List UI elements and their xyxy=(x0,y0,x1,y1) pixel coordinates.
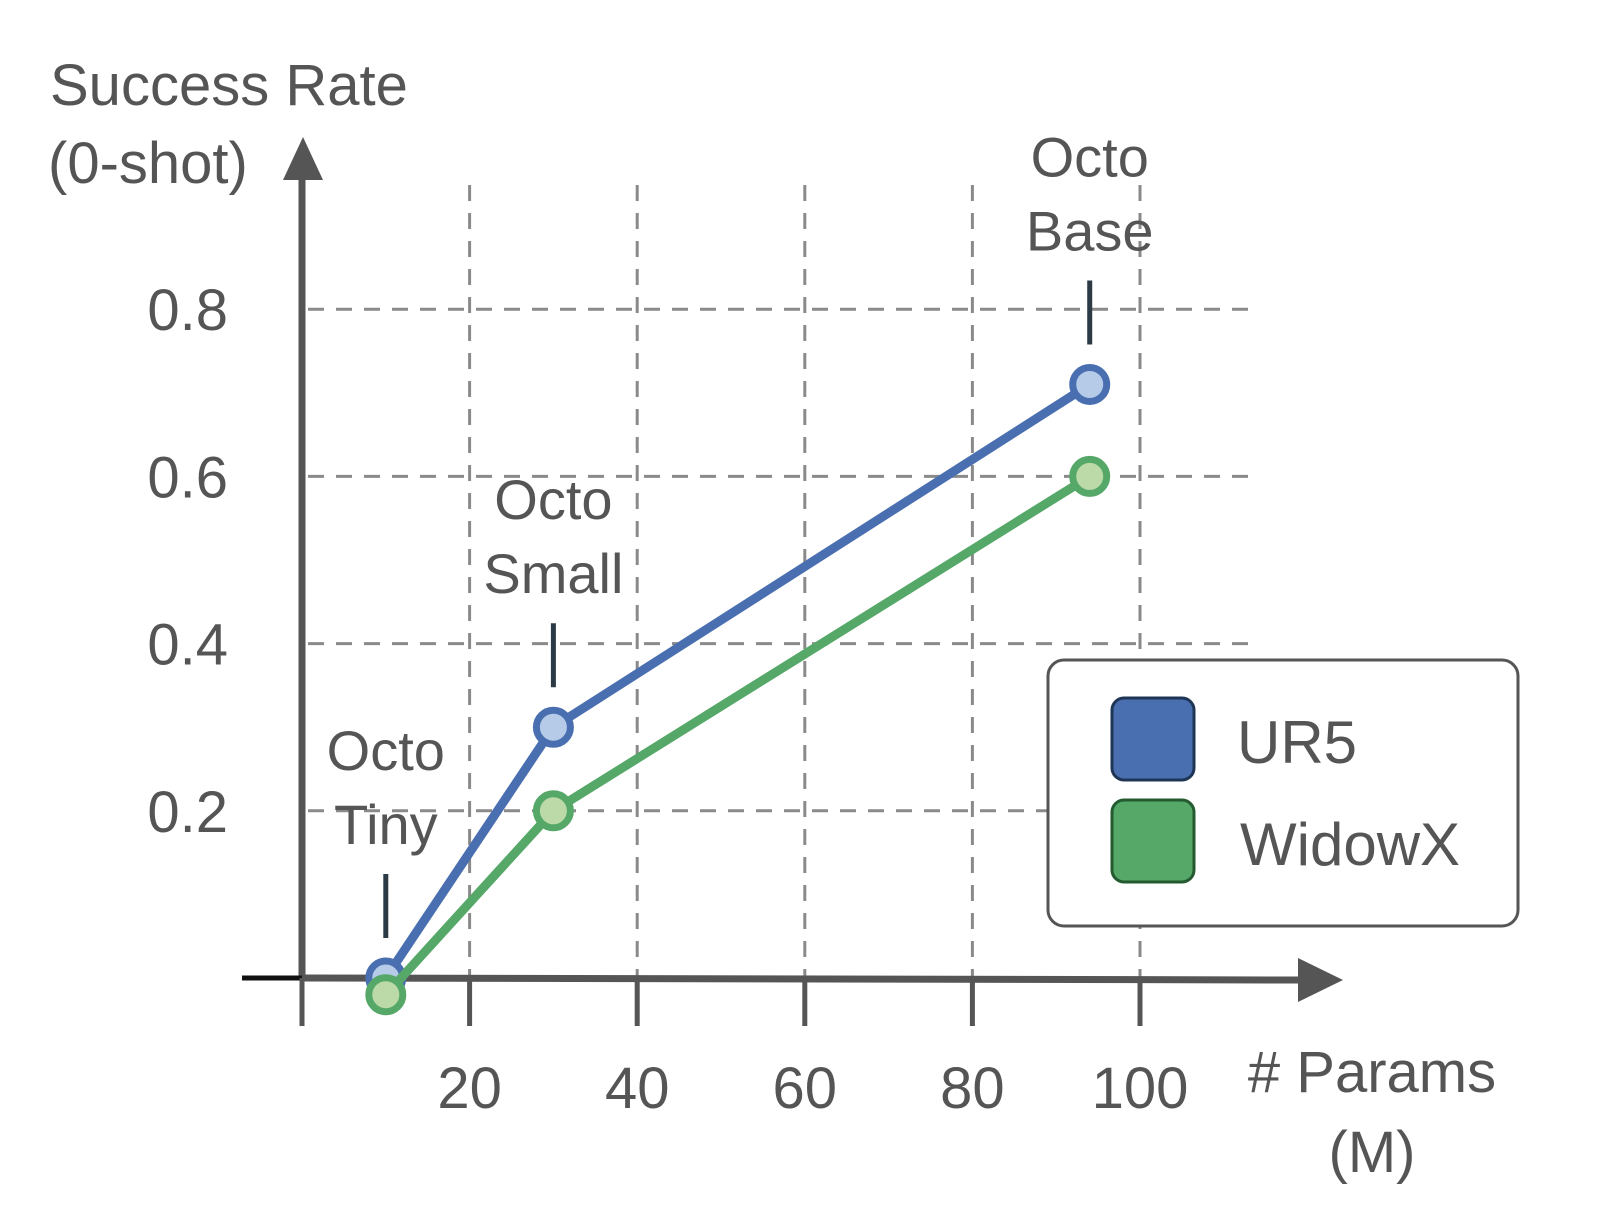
data-point-ur5 xyxy=(1069,363,1111,405)
annotation-label-line-1: Octo xyxy=(494,468,612,531)
annotation-label-line-2: Small xyxy=(483,542,623,605)
legend-label-widowx: WidowX xyxy=(1240,811,1460,878)
annotation-label-line-2: Tiny xyxy=(334,793,438,856)
ticks: 20 40 60 80 100 0.2 0.4 0.6 0.8 xyxy=(147,278,1188,1121)
annotation-label-line-1: Octo xyxy=(1031,125,1149,188)
series-line-ur5 xyxy=(382,380,1093,981)
series-widowx xyxy=(365,455,1111,1016)
y-axis-label-line-1: Success Rate xyxy=(50,53,408,118)
y-tick-label: 0.6 xyxy=(147,445,228,510)
y-tick-label: 0.2 xyxy=(147,780,228,845)
data-point-widowx xyxy=(1069,455,1111,497)
data-point-widowx xyxy=(365,974,407,1016)
legend-swatch-widowx xyxy=(1110,798,1196,884)
x-axis-label-line-2: (M) xyxy=(1329,1120,1416,1185)
series-layer xyxy=(365,363,1111,1016)
series-ur5 xyxy=(365,363,1111,999)
legend: UR5 WidowX xyxy=(1046,658,1520,928)
annotations: Octo Tiny Octo Small Octo Base xyxy=(327,125,1154,938)
y-tick-label: 0.8 xyxy=(147,278,228,343)
x-tick-label: 60 xyxy=(773,1056,838,1121)
x-tick-label: 100 xyxy=(1092,1056,1189,1121)
y-axis-arrowhead xyxy=(283,137,323,180)
legend-swatch-ur5 xyxy=(1110,696,1196,782)
x-tick-label: 20 xyxy=(437,1056,502,1121)
data-point-widowx xyxy=(532,790,574,832)
x-axis-line xyxy=(301,974,1301,984)
y-tick-label: 0.4 xyxy=(147,613,228,678)
annotation-label-line-1: Octo xyxy=(327,719,445,782)
x-tick-label: 80 xyxy=(940,1056,1005,1121)
data-point-ur5 xyxy=(532,706,574,748)
y-axis-label-line-2: (0-shot) xyxy=(48,131,248,196)
x-axis-label-line-1: # Params xyxy=(1248,1040,1496,1105)
x-axis-arrowhead xyxy=(1298,958,1343,1002)
legend-label-ur5: UR5 xyxy=(1237,709,1357,776)
annotation-label-line-2: Base xyxy=(1026,199,1154,262)
x-tick-label: 40 xyxy=(605,1056,670,1121)
axis-labels: Success Rate (0-shot) # Params (M) xyxy=(48,53,1496,1185)
